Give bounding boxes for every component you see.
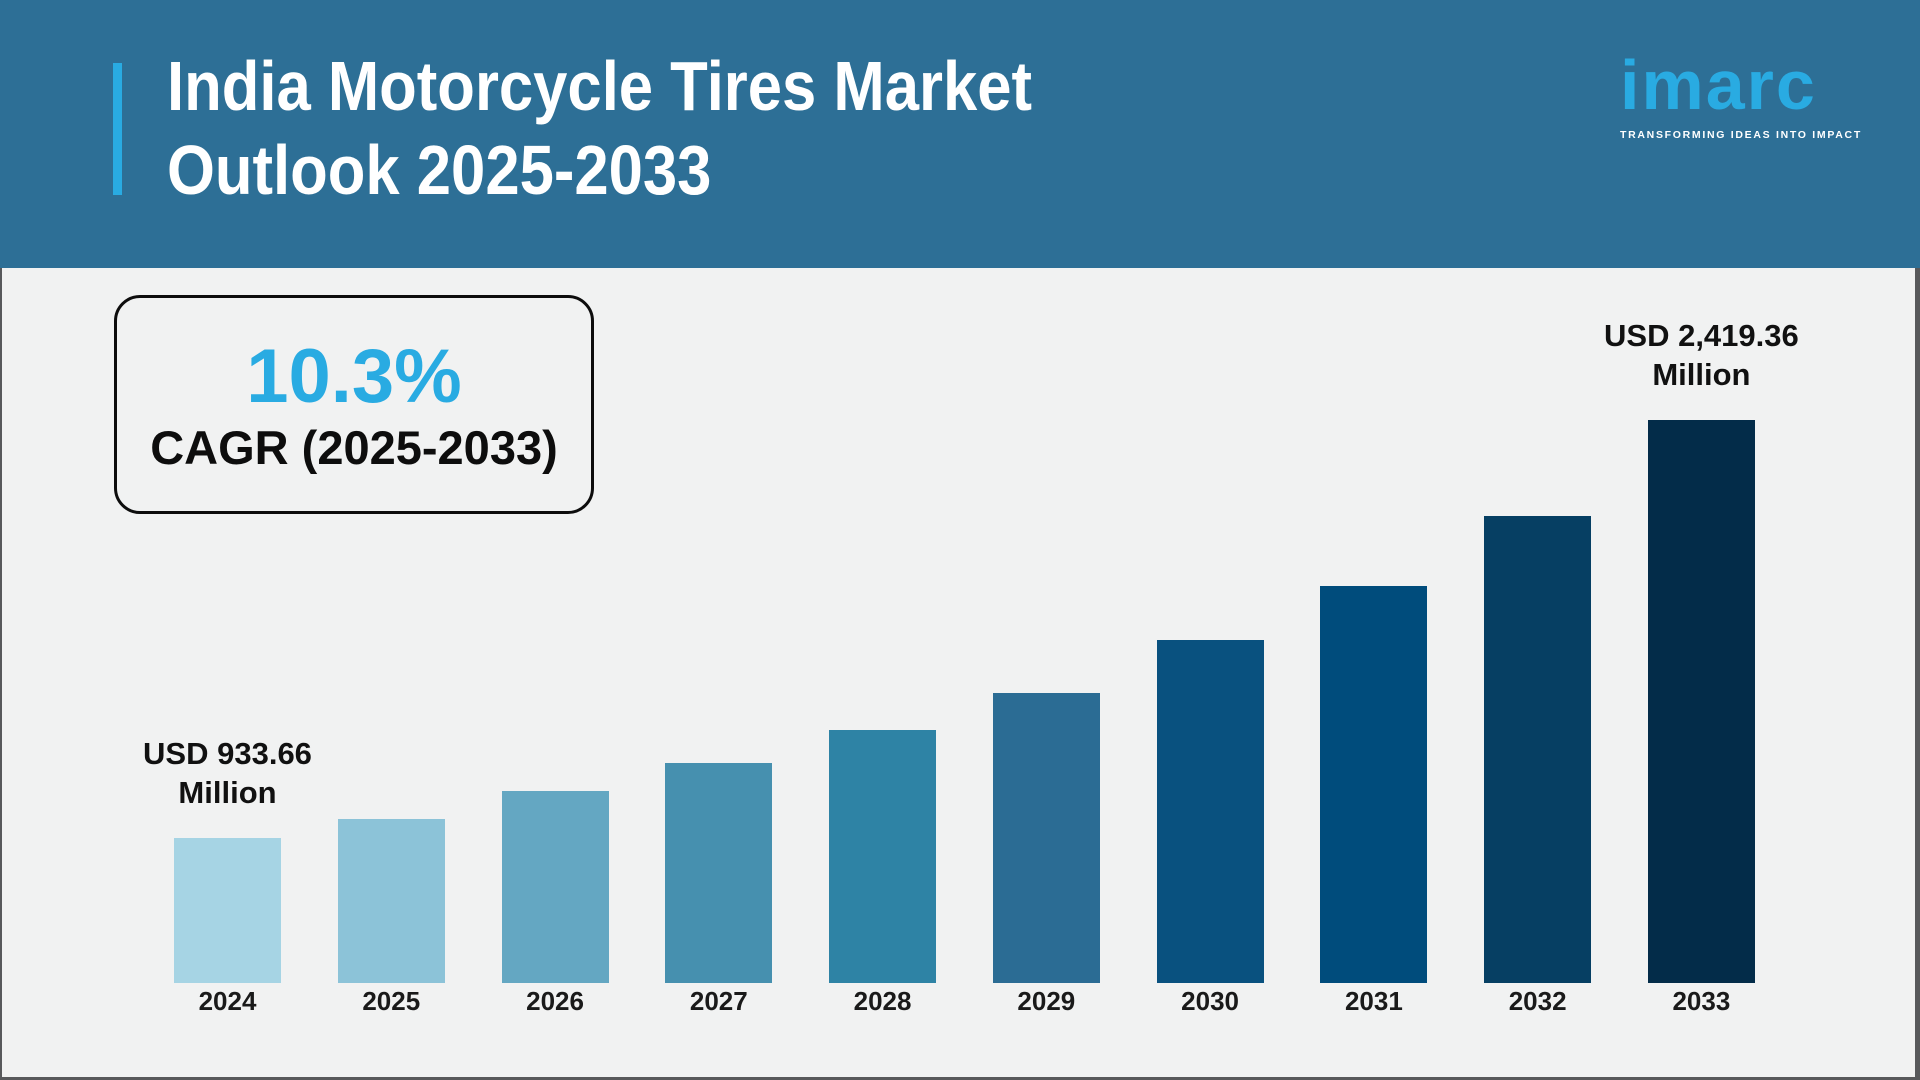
bar-year-label-2033: 2033 bbox=[1672, 986, 1731, 1016]
imarc-logo-wordmark: imarc bbox=[1620, 46, 1817, 124]
bar-year-label-2027: 2027 bbox=[689, 986, 748, 1016]
page-title-line2: Outlook 2025-2033 bbox=[167, 131, 712, 209]
bar-column-2033: USD 2,419.36 Million 2033 bbox=[1604, 318, 1799, 1016]
bar-2026 bbox=[501, 791, 609, 983]
bar-column-2032: 2032 bbox=[1484, 516, 1592, 1016]
bar-value-label-2033: USD 2,419.36 Million bbox=[1604, 318, 1799, 392]
bar-2031 bbox=[1320, 586, 1428, 983]
bar-column-2031: 2031 bbox=[1320, 586, 1428, 1016]
bar-year-label-2026: 2026 bbox=[526, 986, 584, 1016]
cagr-callout-box: 10.3% CAGR (2025-2033) bbox=[114, 295, 594, 514]
page-title-line1: India Motorcycle Tires Market bbox=[167, 47, 1032, 125]
bar-year-label-2029: 2029 bbox=[1017, 986, 1076, 1016]
bar-2032 bbox=[1484, 516, 1592, 983]
bar-year-label-2028: 2028 bbox=[853, 986, 912, 1016]
bar-2028 bbox=[829, 730, 937, 983]
bar-value-label-2024: USD 933.66 Million bbox=[143, 736, 312, 810]
imarc-logo: imarc TRANSFORMING IDEAS INTO IMPACT bbox=[1620, 50, 1880, 141]
bar-column-2025: 2025 bbox=[337, 819, 445, 1016]
bar-chart: USD 933.66 Million 2024 2025 2026 2027 2028 20… bbox=[143, 318, 1799, 1016]
cagr-label: CAGR (2025-2033) bbox=[150, 420, 558, 474]
bar-2033 bbox=[1647, 420, 1755, 983]
bar-2024 bbox=[174, 838, 281, 983]
bar-year-label-2032: 2032 bbox=[1508, 986, 1567, 1016]
bar-column-2029: 2029 bbox=[992, 693, 1100, 1016]
bar-2027 bbox=[665, 763, 773, 983]
bar-2029 bbox=[992, 693, 1100, 983]
bar-column-2030: 2030 bbox=[1156, 640, 1264, 1016]
cagr-value: 10.3% bbox=[246, 333, 462, 419]
bar-column-2028: 2028 bbox=[829, 730, 937, 1016]
bar-2025 bbox=[337, 819, 445, 983]
title-accent-bar bbox=[113, 63, 122, 195]
bar-year-label-2025: 2025 bbox=[362, 986, 421, 1016]
bar-year-label-2031: 2031 bbox=[1344, 986, 1403, 1016]
bar-year-label-2024: 2024 bbox=[198, 986, 257, 1016]
header-band: India Motorcycle Tires Market Outlook 20… bbox=[0, 0, 1920, 268]
bar-column-2027: 2027 bbox=[665, 763, 773, 1016]
bar-2030 bbox=[1156, 640, 1264, 983]
bar-column-2026: 2026 bbox=[501, 791, 609, 1016]
page-title: India Motorcycle Tires Market Outlook 20… bbox=[167, 44, 1032, 212]
imarc-logo-tagline: TRANSFORMING IDEAS INTO IMPACT bbox=[1620, 129, 1862, 141]
bar-year-label-2030: 2030 bbox=[1181, 986, 1240, 1016]
bar-column-2024: USD 933.66 Million 2024 bbox=[143, 736, 312, 1016]
